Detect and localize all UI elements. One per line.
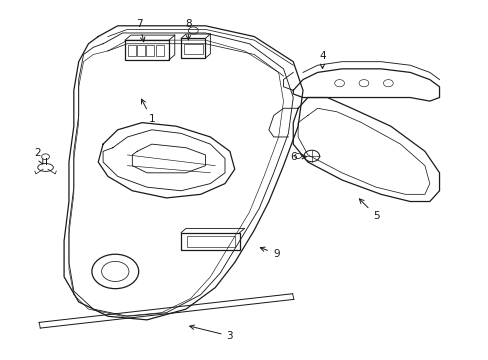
- Text: 5: 5: [359, 199, 379, 221]
- Text: 6: 6: [289, 152, 306, 162]
- Bar: [186, 235, 234, 247]
- Text: 8: 8: [185, 19, 191, 40]
- Bar: [156, 45, 163, 55]
- Text: 3: 3: [189, 325, 233, 341]
- Text: 7: 7: [136, 19, 144, 42]
- Text: 4: 4: [319, 51, 325, 68]
- Text: 2: 2: [34, 148, 43, 164]
- Bar: [125, 40, 168, 60]
- Bar: [183, 44, 202, 54]
- Bar: [181, 39, 205, 58]
- Bar: [137, 45, 145, 55]
- Text: 9: 9: [260, 247, 279, 258]
- Bar: [146, 45, 154, 55]
- Bar: [128, 45, 136, 55]
- Text: 1: 1: [141, 99, 155, 124]
- Bar: [181, 233, 239, 250]
